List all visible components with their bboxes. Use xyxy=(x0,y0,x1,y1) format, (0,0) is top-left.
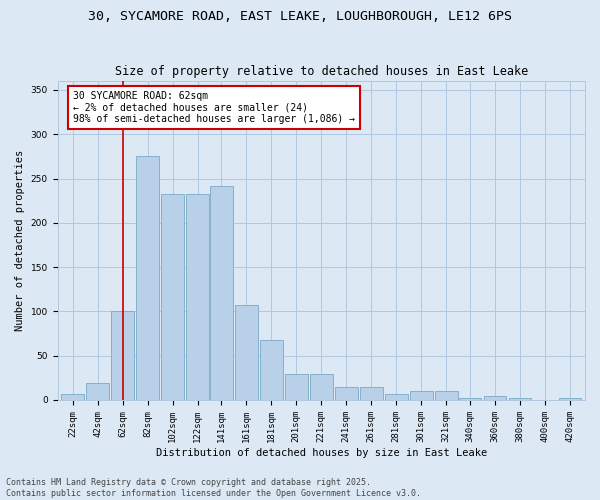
Bar xyxy=(285,374,308,400)
X-axis label: Distribution of detached houses by size in East Leake: Distribution of detached houses by size … xyxy=(155,448,487,458)
Bar xyxy=(161,194,184,400)
Bar xyxy=(559,398,581,400)
Bar xyxy=(385,394,407,400)
Bar xyxy=(310,374,332,400)
Y-axis label: Number of detached properties: Number of detached properties xyxy=(15,150,25,331)
Text: 30, SYCAMORE ROAD, EAST LEAKE, LOUGHBOROUGH, LE12 6PS: 30, SYCAMORE ROAD, EAST LEAKE, LOUGHBORO… xyxy=(88,10,512,23)
Bar xyxy=(86,383,109,400)
Bar xyxy=(186,194,209,400)
Bar xyxy=(111,312,134,400)
Bar xyxy=(509,398,531,400)
Bar xyxy=(435,391,458,400)
Text: 30 SYCAMORE ROAD: 62sqm
← 2% of detached houses are smaller (24)
98% of semi-det: 30 SYCAMORE ROAD: 62sqm ← 2% of detached… xyxy=(73,90,355,124)
Bar xyxy=(459,398,481,400)
Bar xyxy=(235,305,257,400)
Bar xyxy=(260,340,283,400)
Bar xyxy=(210,186,233,400)
Bar xyxy=(61,394,84,400)
Bar xyxy=(335,386,358,400)
Bar xyxy=(410,391,433,400)
Bar xyxy=(136,156,159,400)
Text: Contains HM Land Registry data © Crown copyright and database right 2025.
Contai: Contains HM Land Registry data © Crown c… xyxy=(6,478,421,498)
Bar xyxy=(360,386,383,400)
Title: Size of property relative to detached houses in East Leake: Size of property relative to detached ho… xyxy=(115,66,528,78)
Bar xyxy=(484,396,506,400)
